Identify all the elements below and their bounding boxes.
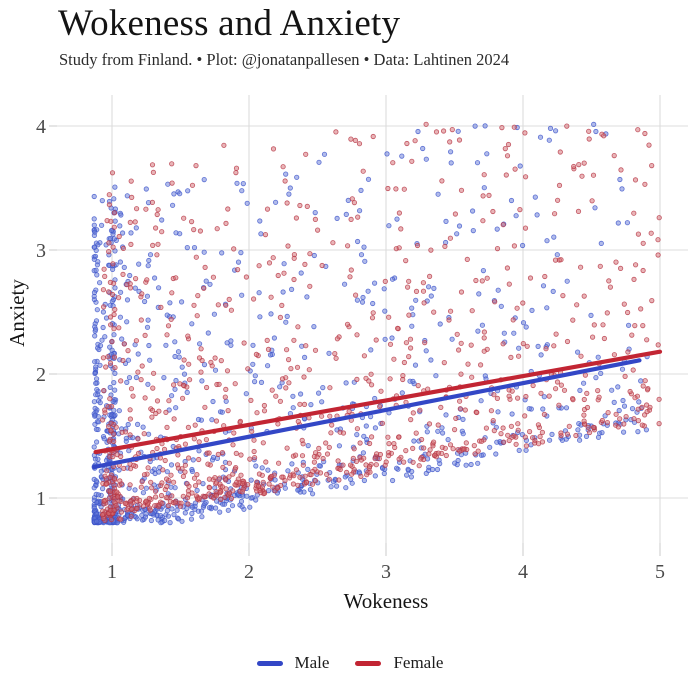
svg-text:4: 4 xyxy=(518,561,528,583)
legend-label-male: Male xyxy=(294,653,330,672)
tick-labels: 1 2 3 4 5 1 2 3 4 xyxy=(36,116,665,583)
axis-ticks xyxy=(49,125,661,556)
scatter-points xyxy=(91,121,662,526)
svg-text:2: 2 xyxy=(244,561,254,583)
svg-text:4: 4 xyxy=(36,116,46,138)
svg-text:3: 3 xyxy=(36,240,46,262)
svg-text:1: 1 xyxy=(36,488,46,510)
legend-item-male: Male xyxy=(256,653,330,673)
chart-subtitle: Study from Finland. • Plot: @jonatanpall… xyxy=(59,50,510,69)
trend-line-male xyxy=(92,358,642,470)
trend-lines xyxy=(92,349,663,470)
trend-line-female xyxy=(93,349,663,455)
y-axis-label: Anxiety xyxy=(5,279,29,347)
x-axis-label: Wokeness xyxy=(344,589,429,613)
points-female xyxy=(99,121,662,524)
legend-item-female: Female xyxy=(355,653,443,673)
svg-text:1: 1 xyxy=(107,561,117,583)
male-line-swatch xyxy=(256,660,283,666)
female-line-swatch xyxy=(355,660,382,666)
chart-title: Wokeness and Anxiety xyxy=(58,3,401,44)
svg-text:2: 2 xyxy=(36,364,46,386)
legend-label-female: Female xyxy=(393,653,444,672)
legend: Male Female xyxy=(0,650,700,676)
svg-text:5: 5 xyxy=(655,561,665,583)
svg-text:3: 3 xyxy=(381,561,391,583)
